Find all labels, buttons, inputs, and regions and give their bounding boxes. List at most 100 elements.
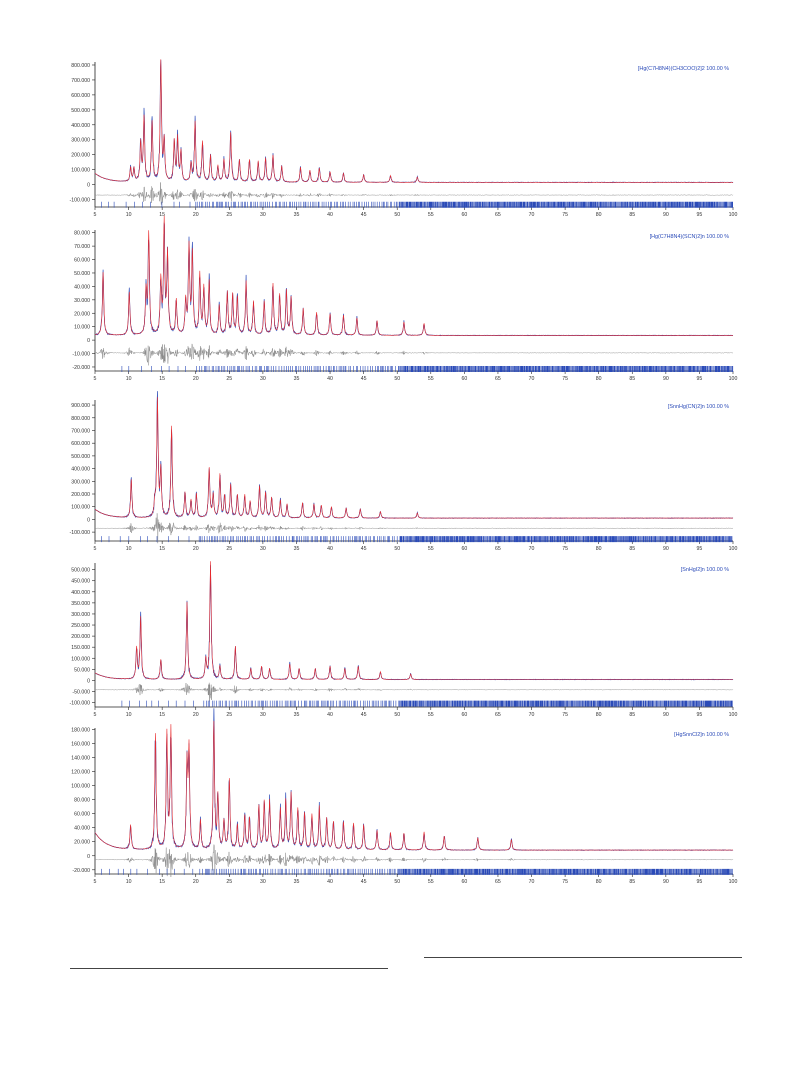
y-tick-label: -50.000: [72, 689, 90, 695]
legend-label: [SnHgI2]n 100.00 %: [681, 567, 729, 573]
y-tick-label: -100.000: [70, 530, 91, 536]
y-tick-label: 700.000: [71, 78, 90, 84]
calculated-curve: [94, 215, 733, 336]
x-tick-label: 75: [562, 376, 568, 382]
y-tick-label: 0: [87, 183, 90, 189]
observed-curve: [94, 565, 734, 681]
y-tick-label: -100.000: [70, 701, 91, 707]
x-tick-label: 35: [294, 546, 300, 552]
reflection-ticks: [101, 201, 733, 208]
x-tick-label: 65: [495, 376, 501, 382]
y-tick-label: 30.000: [74, 298, 90, 304]
y-tick-label: 400.000: [71, 467, 90, 473]
reflection-ticks: [121, 700, 733, 707]
x-tick-label: 50: [394, 712, 400, 718]
x-tick-label: 80: [596, 376, 602, 382]
x-tick-label: 10: [126, 376, 132, 382]
x-tick-label: 5: [94, 376, 97, 382]
x-tick-label: 55: [428, 212, 434, 218]
x-tick-label: 75: [562, 212, 568, 218]
y-tick-label: 350.000: [71, 601, 90, 607]
x-tick-label: 45: [361, 879, 367, 885]
y-tick-label: 0: [87, 338, 90, 344]
x-tick-label: 95: [697, 376, 703, 382]
x-tick-label: 75: [562, 879, 568, 885]
y-tick-label: -20.000: [72, 365, 90, 371]
y-tick-label: 50.000: [74, 667, 90, 673]
x-tick-label: 20: [193, 376, 199, 382]
x-tick-label: 50: [394, 546, 400, 552]
x-tick-label: 35: [294, 212, 300, 218]
reflection-ticks: [101, 868, 733, 875]
x-tick-label: 10: [126, 212, 132, 218]
legend-label: [Hg(C7H8N4)(SCN)2]n 100.00 %: [650, 234, 730, 240]
x-tick-label: 25: [226, 879, 232, 885]
y-tick-label: 300.000: [71, 138, 90, 144]
y-tick-label: 300.000: [71, 479, 90, 485]
y-tick-label: 100.000: [71, 505, 90, 511]
x-tick-label: 60: [461, 376, 467, 382]
y-tick-label: 10.000: [74, 325, 90, 331]
x-tick-label: 35: [294, 712, 300, 718]
x-tick-label: 10: [126, 712, 132, 718]
y-tick-label: -100.000: [70, 198, 91, 204]
y-tick-label: 100.000: [71, 168, 90, 174]
x-tick-label: 95: [697, 546, 703, 552]
x-tick-label: 40: [327, 879, 333, 885]
x-tick-label: 95: [697, 212, 703, 218]
y-tick-label: 150.000: [71, 645, 90, 651]
y-tick-label: -20.000: [72, 868, 90, 874]
y-tick-label: 500.000: [71, 568, 90, 574]
x-tick-label: 70: [529, 546, 535, 552]
x-tick-label: 25: [226, 712, 232, 718]
x-tick-label: 80: [596, 546, 602, 552]
x-tick-label: 100: [729, 376, 738, 382]
x-tick-label: 20: [193, 212, 199, 218]
x-tick-label: 95: [697, 712, 703, 718]
y-tick-label: -10.000: [72, 352, 90, 358]
y-tick-label: 120.000: [71, 770, 90, 776]
x-tick-label: 40: [327, 712, 333, 718]
y-tick-label: 300.000: [71, 612, 90, 618]
x-tick-label: 25: [226, 212, 232, 218]
y-tick-label: 200.000: [71, 634, 90, 640]
x-tick-label: 85: [629, 712, 635, 718]
y-tick-label: 450.000: [71, 579, 90, 585]
x-tick-label: 80: [596, 712, 602, 718]
x-tick-label: 25: [226, 546, 232, 552]
x-tick-label: 40: [327, 376, 333, 382]
y-tick-label: 600.000: [71, 441, 90, 447]
x-tick-label: 70: [529, 879, 535, 885]
calculated-curve: [94, 561, 733, 680]
calculated-curve: [94, 397, 733, 519]
chart-panel-2: 80.000 70.000 60.000 50.000 40.000 30.000 20.0…: [72, 215, 738, 382]
y-tick-label: 200.000: [71, 153, 90, 159]
y-tick-label: 100.000: [71, 784, 90, 790]
x-tick-label: 100: [729, 712, 738, 718]
x-tick-label: 65: [495, 212, 501, 218]
x-tick-label: 35: [294, 879, 300, 885]
y-tick-label: 500.000: [71, 454, 90, 460]
y-tick-label: 250.000: [71, 623, 90, 629]
x-tick-label: 20: [193, 712, 199, 718]
y-tick-label: 900.000: [71, 403, 90, 409]
x-tick-label: 5: [94, 212, 97, 218]
difference-curve: [94, 343, 734, 366]
y-tick-label: 40.000: [74, 826, 90, 832]
x-tick-label: 60: [461, 546, 467, 552]
x-tick-label: 70: [529, 376, 535, 382]
x-tick-label: 5: [94, 879, 97, 885]
x-tick-label: 85: [629, 546, 635, 552]
y-tick-label: 700.000: [71, 428, 90, 434]
legend-label: [HgSnnCl2]n 100.00 %: [674, 732, 729, 738]
x-tick-label: 85: [629, 212, 635, 218]
chart-panel-4: 500.000 450.000 400.000 350.000 300.000 250.0…: [70, 561, 738, 718]
x-tick-label: 30: [260, 712, 266, 718]
x-tick-label: 65: [495, 712, 501, 718]
x-tick-label: 15: [159, 212, 165, 218]
x-tick-label: 50: [394, 376, 400, 382]
footer-rule-left: [70, 968, 388, 969]
x-tick-label: 45: [361, 712, 367, 718]
x-tick-label: 50: [394, 212, 400, 218]
x-tick-label: 45: [361, 546, 367, 552]
